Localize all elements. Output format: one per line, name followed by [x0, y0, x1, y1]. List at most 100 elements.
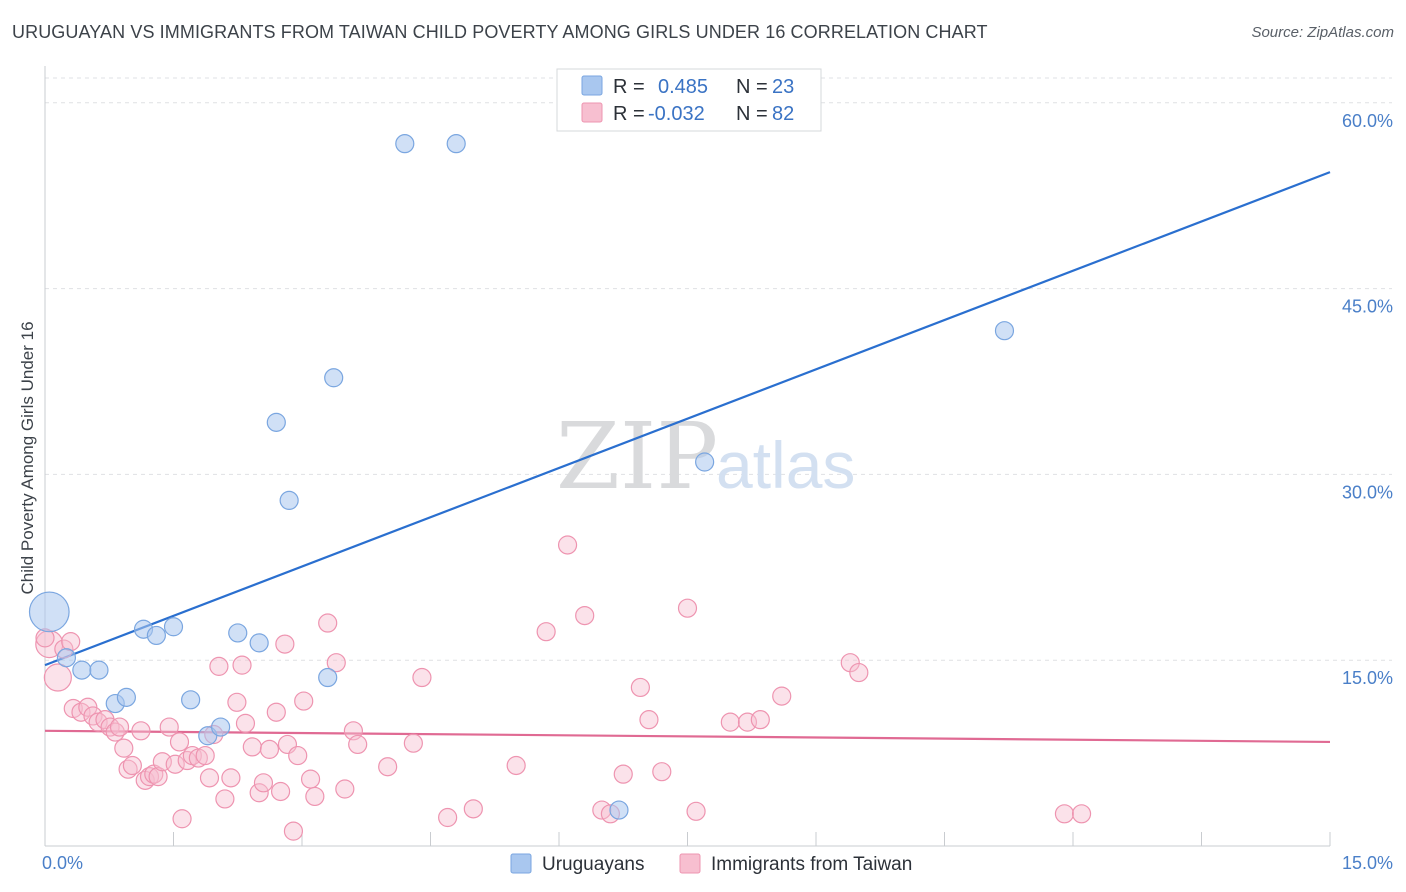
uruguayans-point: [163, 617, 184, 637]
taiwan-point: [249, 783, 269, 803]
taiwan-point: [335, 779, 355, 799]
y-axis-label: Child Poverty Among Girls Under 16: [18, 321, 37, 594]
chart-title: URUGUAYAN VS IMMIGRANTS FROM TAIWAN CHIL…: [12, 22, 988, 42]
taiwan-point: [305, 786, 325, 807]
taiwan-point: [242, 737, 262, 757]
uruguayans-point: [211, 717, 231, 737]
taiwan-point: [677, 598, 698, 618]
taiwan-point: [83, 706, 103, 726]
uruguayans-point: [279, 490, 299, 510]
taiwan-point: [750, 710, 770, 730]
taiwan-point: [463, 799, 483, 819]
uruguayans-point: [695, 452, 715, 472]
taiwan-point: [227, 692, 247, 712]
taiwan-point: [209, 656, 229, 676]
watermark: ZIP atlas: [556, 403, 855, 510]
legend-r-value: 0.485: [658, 76, 708, 98]
taiwan-point: [266, 702, 286, 722]
x-tick-label: 0.0%: [42, 853, 83, 873]
axes: [44, 66, 1331, 847]
taiwan-point: [43, 663, 72, 692]
taiwan-trendline: [44, 729, 1331, 744]
taiwan-point: [686, 801, 706, 821]
taiwan-point: [412, 667, 432, 688]
taiwan-point: [283, 821, 304, 841]
x-tick-label: 15.0%: [1342, 853, 1393, 873]
y-tick-label: 60.0%: [1342, 111, 1393, 131]
uruguayans-point: [116, 687, 136, 707]
watermark-zip: ZIP: [556, 403, 718, 510]
taiwan-point: [720, 712, 740, 732]
taiwan-point: [1054, 804, 1075, 824]
y-tick-label: 30.0%: [1342, 482, 1393, 502]
taiwan-point: [403, 733, 423, 753]
taiwan-point: [575, 605, 595, 626]
bottom-legend-uruguayans: Uruguayans: [542, 854, 644, 875]
taiwan-point: [772, 686, 792, 706]
watermark-atlas: atlas: [716, 428, 855, 502]
taiwan-point: [270, 781, 291, 802]
legend-swatch-uruguayans: [581, 75, 603, 96]
uruguayans-point: [72, 660, 92, 680]
legend-n-value: 82: [772, 103, 794, 125]
taiwan-point: [639, 710, 659, 730]
trendlines: [44, 171, 1331, 744]
legend-n-label: N =: [736, 103, 768, 125]
uruguayans-point: [994, 321, 1015, 341]
source-label: Source: ZipAtlas.com: [1251, 24, 1394, 41]
taiwan-point: [438, 807, 458, 828]
uruguayans-point: [249, 633, 269, 653]
taiwan-point: [235, 713, 256, 733]
taiwan-point: [165, 754, 185, 774]
y-tick-label: 15.0%: [1342, 668, 1393, 688]
uruguayans-point: [324, 368, 344, 388]
uruguayans-point: [56, 648, 77, 668]
y-tick-label: 45.0%: [1342, 297, 1393, 317]
taiwan-point: [849, 662, 869, 683]
bottom-legend-swatch-taiwan: [679, 853, 701, 874]
uruguayans-point: [266, 412, 286, 432]
bottom-legend-swatch-uruguayans: [510, 853, 532, 874]
taiwan-point: [131, 721, 151, 741]
taiwan-point: [536, 622, 556, 642]
taiwan-point: [300, 769, 321, 789]
taiwan-point: [557, 535, 578, 555]
taiwan-point: [122, 755, 142, 776]
taiwan-point: [652, 762, 672, 782]
uruguayans-point: [395, 134, 415, 154]
taiwan-point: [172, 809, 192, 829]
taiwan-point: [169, 732, 190, 752]
taiwan-point: [114, 738, 134, 758]
taiwan-point: [148, 767, 168, 787]
legend-n-value: 23: [772, 76, 794, 98]
taiwan-point: [215, 789, 235, 809]
uruguayans-trendline: [44, 171, 1331, 667]
data-points: [28, 134, 1092, 841]
legend: R = 0.485 N = 23 R = -0.032 N = 82: [556, 68, 822, 132]
uruguayans-point: [318, 667, 338, 688]
bottom-legend-taiwan: Immigrants from Taiwan: [711, 854, 912, 875]
taiwan-point: [232, 655, 252, 675]
taiwan-point: [275, 634, 295, 654]
taiwan-point: [195, 745, 215, 766]
taiwan-point: [318, 613, 338, 633]
legend-r-label: R =: [613, 103, 645, 125]
taiwan-point: [159, 717, 179, 737]
bottom-legend: Uruguayans Immigrants from Taiwan: [510, 853, 912, 875]
uruguayans-point: [609, 800, 629, 820]
uruguayans-point: [146, 625, 166, 646]
taiwan-point: [288, 745, 308, 766]
taiwan-point: [630, 677, 650, 698]
taiwan-point: [506, 755, 526, 776]
legend-r-value: -0.032: [648, 103, 705, 125]
taiwan-point: [109, 717, 130, 737]
taiwan-point: [326, 653, 346, 673]
taiwan-point: [259, 739, 280, 759]
taiwan-point: [61, 632, 81, 652]
taiwan-point: [199, 768, 220, 788]
taiwan-point: [253, 773, 274, 793]
uruguayans-point: [28, 591, 70, 633]
grid: [45, 77, 1392, 661]
uruguayans-point: [181, 690, 201, 710]
